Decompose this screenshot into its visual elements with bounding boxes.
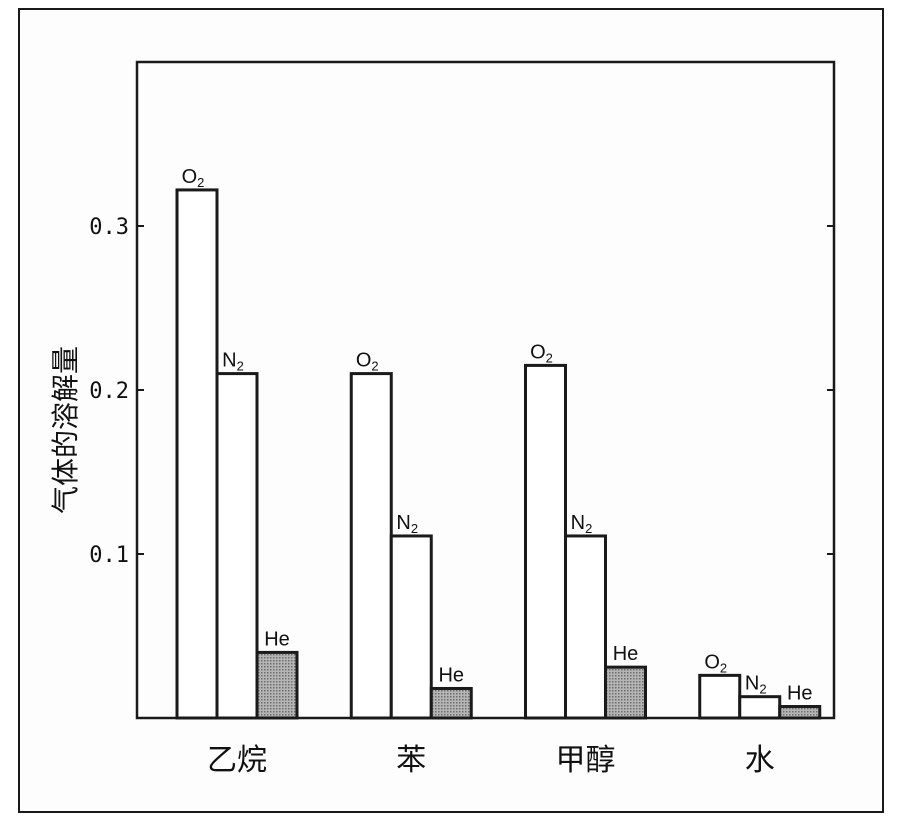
bar-n xyxy=(389,534,433,720)
bar-o xyxy=(698,673,742,720)
bar-series-label: O2 xyxy=(356,350,379,374)
bar-series-label: O2 xyxy=(182,166,205,190)
category-label: 水 xyxy=(745,743,775,778)
bar-series-label: He xyxy=(438,664,464,686)
bar-series-label: O2 xyxy=(530,341,553,365)
bar-series-label: He xyxy=(613,643,639,665)
y-tick-label: 0.1 xyxy=(89,543,129,568)
bar-he xyxy=(604,665,647,720)
category-label: 苯 xyxy=(396,743,426,778)
bar-n xyxy=(564,534,607,720)
category-label: 乙烷 xyxy=(207,743,267,778)
bar-series-label: He xyxy=(787,683,813,705)
bar-o xyxy=(349,372,393,720)
bar-series-label: O2 xyxy=(704,651,727,675)
y-axis-label: 气体的溶解量 xyxy=(49,346,82,514)
bar-o xyxy=(175,188,219,720)
bar-series-label: N2 xyxy=(745,673,767,697)
y-tick-label: 0.2 xyxy=(89,379,129,404)
bar-he xyxy=(255,650,299,720)
bar-o xyxy=(524,363,567,720)
bar-n xyxy=(738,695,782,720)
bar-series-label: N2 xyxy=(396,512,418,536)
bar-he xyxy=(778,705,822,720)
bar-n xyxy=(215,372,259,720)
bar-series-label: N2 xyxy=(571,512,593,536)
category-label: 甲醇 xyxy=(556,743,616,778)
bar-he xyxy=(429,686,473,720)
bar-series-label: He xyxy=(264,628,290,650)
y-tick-label: 0.3 xyxy=(89,215,129,240)
bar-series-label: N2 xyxy=(222,350,244,374)
